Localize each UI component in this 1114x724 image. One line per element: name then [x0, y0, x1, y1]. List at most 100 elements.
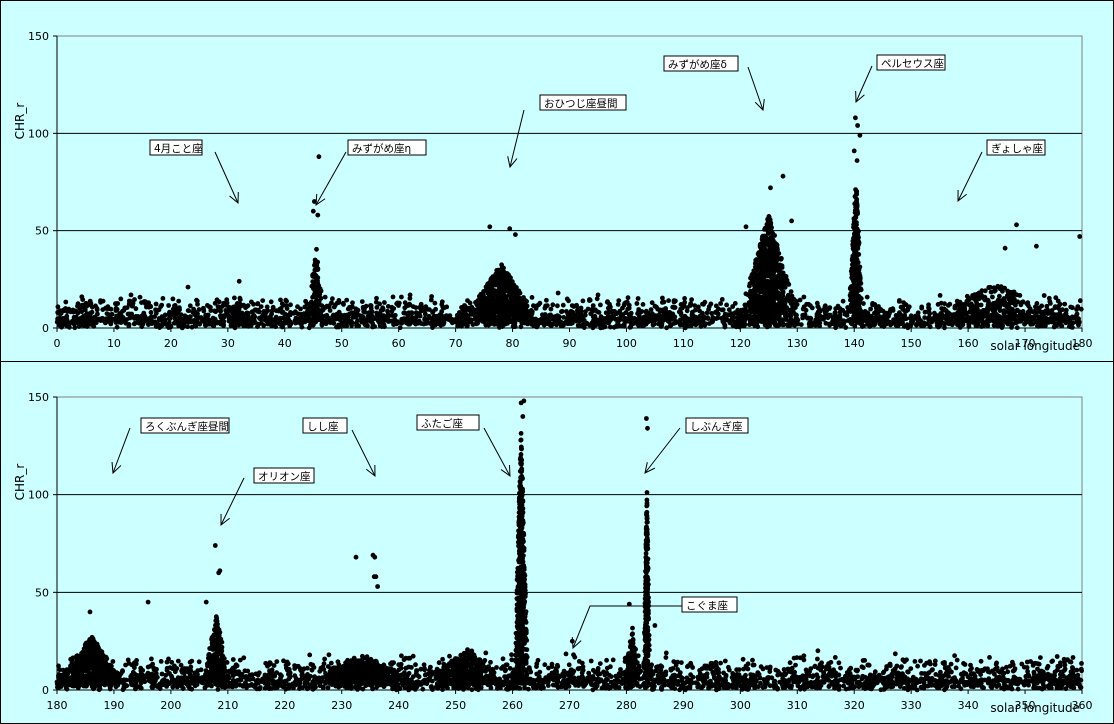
data-point [299, 319, 305, 325]
data-point [578, 305, 584, 311]
data-point [915, 310, 921, 316]
data-point [1002, 245, 1008, 251]
data-point [480, 293, 485, 298]
data-point [73, 308, 79, 314]
data-point [228, 323, 234, 328]
data-point [616, 298, 622, 303]
data-point [303, 298, 308, 304]
x-tick-label: 200 [160, 699, 181, 712]
data-point [389, 308, 395, 314]
data-point [1041, 293, 1047, 298]
data-point [568, 308, 574, 314]
data-point [365, 323, 370, 329]
data-point [981, 323, 986, 329]
data-point [410, 304, 416, 309]
data-point [1054, 312, 1060, 318]
data-point [752, 283, 757, 289]
data-point [312, 267, 318, 273]
data-point [1045, 317, 1051, 322]
y-tick-label: 0 [42, 322, 49, 335]
data-point [1054, 654, 1060, 659]
data-point [162, 320, 168, 326]
data-point [511, 318, 517, 324]
data-point [433, 322, 438, 328]
data-point [854, 286, 860, 291]
data-point [760, 268, 766, 274]
data-point [71, 314, 77, 320]
data-point [814, 300, 820, 306]
data-point [483, 311, 489, 317]
data-point [767, 284, 773, 290]
data-point [178, 312, 184, 317]
data-point [809, 305, 815, 311]
data-point [999, 318, 1005, 324]
data-point [66, 306, 72, 312]
data-point [432, 300, 438, 306]
data-point [218, 308, 224, 314]
data-point [463, 308, 469, 313]
data-point [382, 300, 387, 305]
data-point [656, 315, 662, 321]
data-point [236, 278, 242, 284]
data-point [1076, 319, 1082, 325]
data-point [641, 322, 647, 328]
data-point [237, 297, 243, 303]
data-point [893, 313, 899, 318]
data-point [79, 294, 85, 300]
data-point [172, 316, 178, 321]
data-point [995, 302, 1001, 307]
data-point [210, 315, 216, 321]
data-point [780, 173, 786, 179]
data-point [243, 318, 248, 324]
data-point [756, 278, 761, 284]
data-point [153, 307, 158, 313]
data-point [112, 316, 118, 322]
data-point [537, 300, 543, 306]
data-point [757, 283, 762, 289]
data-point [786, 294, 792, 300]
data-point [374, 295, 379, 301]
data-point [868, 306, 873, 312]
data-point [1028, 321, 1034, 327]
data-point [635, 296, 641, 301]
data-point [755, 309, 760, 315]
data-point [153, 311, 159, 316]
data-point [1057, 301, 1063, 307]
data-point [590, 309, 596, 314]
data-point [1070, 305, 1075, 311]
data-point [752, 294, 758, 299]
data-point [947, 312, 953, 317]
data-point [55, 310, 61, 315]
data-point [590, 314, 596, 320]
data-point [914, 314, 920, 320]
data-point [764, 251, 770, 257]
data-point [634, 320, 639, 325]
data-point [555, 303, 560, 309]
data-point [313, 278, 318, 284]
x-tick-label: 320 [844, 699, 865, 712]
data-point [128, 292, 134, 298]
data-point [657, 308, 663, 313]
data-point [770, 299, 776, 304]
data-point [759, 273, 765, 279]
data-point [759, 242, 765, 247]
data-point [956, 322, 962, 328]
data-point [152, 319, 158, 325]
x-tick-label: 90 [563, 337, 577, 350]
data-point [851, 302, 857, 307]
data-point [421, 321, 427, 327]
data-point [89, 304, 95, 310]
data-point [743, 306, 748, 312]
data-point [507, 226, 513, 232]
data-point [348, 305, 354, 311]
data-point [500, 656, 506, 662]
data-point [807, 315, 813, 321]
data-point [63, 299, 69, 305]
data-point [341, 302, 346, 307]
data-point [279, 310, 285, 315]
data-point [1003, 318, 1009, 323]
data-point [678, 321, 684, 327]
data-point [117, 316, 123, 322]
data-point [974, 317, 980, 323]
